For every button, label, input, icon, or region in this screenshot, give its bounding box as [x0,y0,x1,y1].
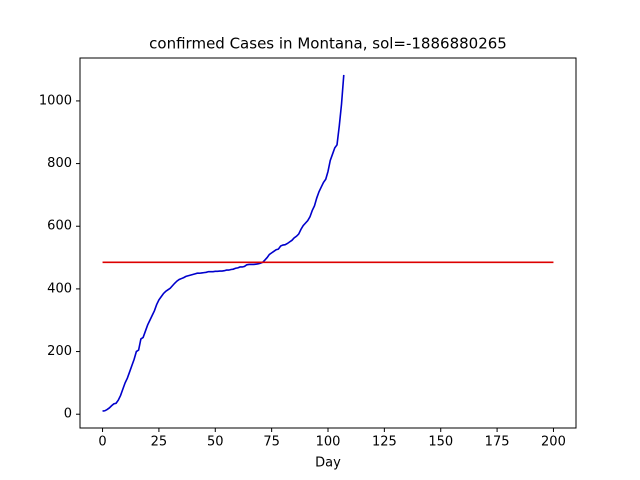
y-tick-label: 600 [47,219,72,234]
chart-title: confirmed Cases in Montana, sol=-1886880… [149,35,507,53]
data-line [102,74,345,412]
y-tick-label: 200 [47,344,72,359]
plot-frame [79,57,577,429]
x-tick-label: 25 [151,435,168,450]
x-tick-label: 0 [98,435,106,450]
x-tick-label: 200 [541,435,566,450]
y-tick-label: 800 [47,156,72,171]
x-tick-label: 75 [263,435,280,450]
x-tick-label: 50 [207,435,224,450]
x-axis-label: Day [315,456,341,471]
x-tick-label: 125 [372,435,397,450]
y-tick-label: 0 [64,407,72,422]
y-tick-label: 1000 [39,93,72,108]
y-tick-label: 400 [47,281,72,296]
x-tick-label: 150 [428,435,453,450]
x-tick-label: 175 [485,435,510,450]
x-tick-label: 100 [316,435,341,450]
